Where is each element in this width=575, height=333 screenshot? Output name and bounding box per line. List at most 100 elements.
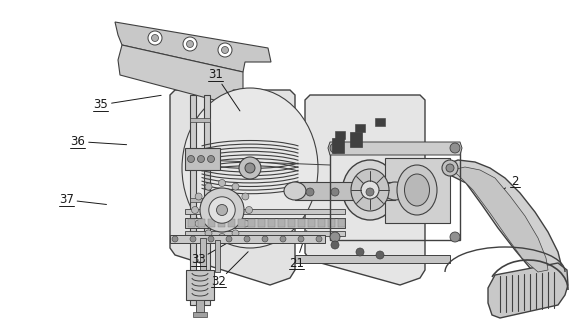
Bar — [248, 219, 255, 227]
Bar — [228, 219, 235, 227]
Bar — [208, 219, 215, 227]
Bar — [385, 158, 450, 223]
Text: 31: 31 — [208, 68, 223, 82]
Circle shape — [190, 236, 196, 242]
Circle shape — [191, 206, 198, 213]
Text: 36: 36 — [70, 135, 85, 148]
Circle shape — [442, 160, 458, 176]
Text: 33: 33 — [191, 253, 206, 266]
Circle shape — [208, 156, 214, 163]
Circle shape — [186, 41, 194, 48]
Bar — [204, 95, 210, 305]
Bar — [190, 198, 210, 202]
Bar — [190, 95, 196, 305]
Circle shape — [316, 236, 322, 242]
Circle shape — [218, 43, 232, 57]
Circle shape — [356, 248, 364, 256]
Circle shape — [226, 236, 232, 242]
Bar — [190, 118, 210, 122]
Circle shape — [148, 31, 162, 45]
Circle shape — [183, 37, 197, 51]
Circle shape — [187, 156, 194, 163]
Bar — [308, 219, 315, 227]
Circle shape — [232, 183, 239, 190]
Bar — [328, 219, 335, 227]
Bar — [198, 219, 205, 227]
Circle shape — [450, 143, 460, 153]
Bar — [215, 240, 220, 272]
Ellipse shape — [397, 165, 437, 215]
Ellipse shape — [343, 160, 397, 220]
Circle shape — [246, 206, 252, 213]
Circle shape — [298, 236, 304, 242]
Polygon shape — [115, 22, 271, 72]
Polygon shape — [452, 167, 548, 272]
Circle shape — [280, 236, 286, 242]
Circle shape — [172, 236, 178, 242]
Circle shape — [151, 35, 159, 42]
Circle shape — [195, 193, 202, 200]
Bar — [190, 238, 210, 242]
Ellipse shape — [182, 88, 318, 248]
Bar — [238, 219, 245, 227]
Bar — [350, 132, 362, 147]
Polygon shape — [118, 45, 243, 105]
Bar — [185, 148, 220, 170]
Bar — [332, 138, 344, 153]
Circle shape — [262, 236, 268, 242]
Bar — [170, 235, 325, 243]
Circle shape — [209, 197, 235, 223]
Circle shape — [242, 220, 249, 227]
Polygon shape — [488, 263, 568, 318]
Circle shape — [331, 188, 339, 196]
Bar — [298, 219, 305, 227]
Bar — [218, 219, 225, 227]
Bar — [185, 231, 345, 236]
Circle shape — [200, 188, 244, 232]
Ellipse shape — [384, 182, 406, 200]
Ellipse shape — [351, 169, 389, 211]
Bar — [196, 300, 204, 312]
Polygon shape — [328, 142, 462, 155]
Bar — [200, 238, 206, 273]
Circle shape — [208, 236, 214, 242]
Circle shape — [306, 188, 314, 196]
Bar — [288, 219, 295, 227]
Bar — [193, 312, 207, 317]
Text: 32: 32 — [211, 275, 226, 288]
Circle shape — [232, 230, 239, 237]
Text: 35: 35 — [93, 98, 108, 112]
Bar — [318, 219, 325, 227]
Circle shape — [366, 188, 374, 196]
Text: 2: 2 — [511, 175, 519, 188]
Ellipse shape — [245, 163, 255, 173]
Bar — [186, 270, 214, 300]
Bar — [190, 158, 210, 162]
Bar — [258, 219, 265, 227]
Circle shape — [195, 220, 202, 227]
Ellipse shape — [284, 182, 306, 200]
Bar — [268, 219, 275, 227]
Circle shape — [446, 164, 454, 172]
Circle shape — [376, 251, 384, 259]
Bar — [355, 124, 365, 132]
Circle shape — [197, 156, 205, 163]
Circle shape — [331, 241, 339, 249]
Polygon shape — [445, 160, 562, 280]
Circle shape — [330, 143, 340, 153]
Ellipse shape — [404, 174, 430, 206]
Ellipse shape — [239, 157, 261, 179]
Circle shape — [450, 232, 460, 242]
Circle shape — [221, 47, 228, 54]
Bar — [338, 219, 345, 227]
Polygon shape — [170, 90, 295, 285]
Circle shape — [244, 236, 250, 242]
Circle shape — [330, 232, 340, 242]
Bar — [185, 218, 345, 228]
Circle shape — [217, 204, 228, 215]
Circle shape — [205, 183, 212, 190]
Circle shape — [205, 230, 212, 237]
Bar — [335, 131, 345, 139]
Bar — [188, 219, 195, 227]
Bar — [185, 209, 345, 214]
